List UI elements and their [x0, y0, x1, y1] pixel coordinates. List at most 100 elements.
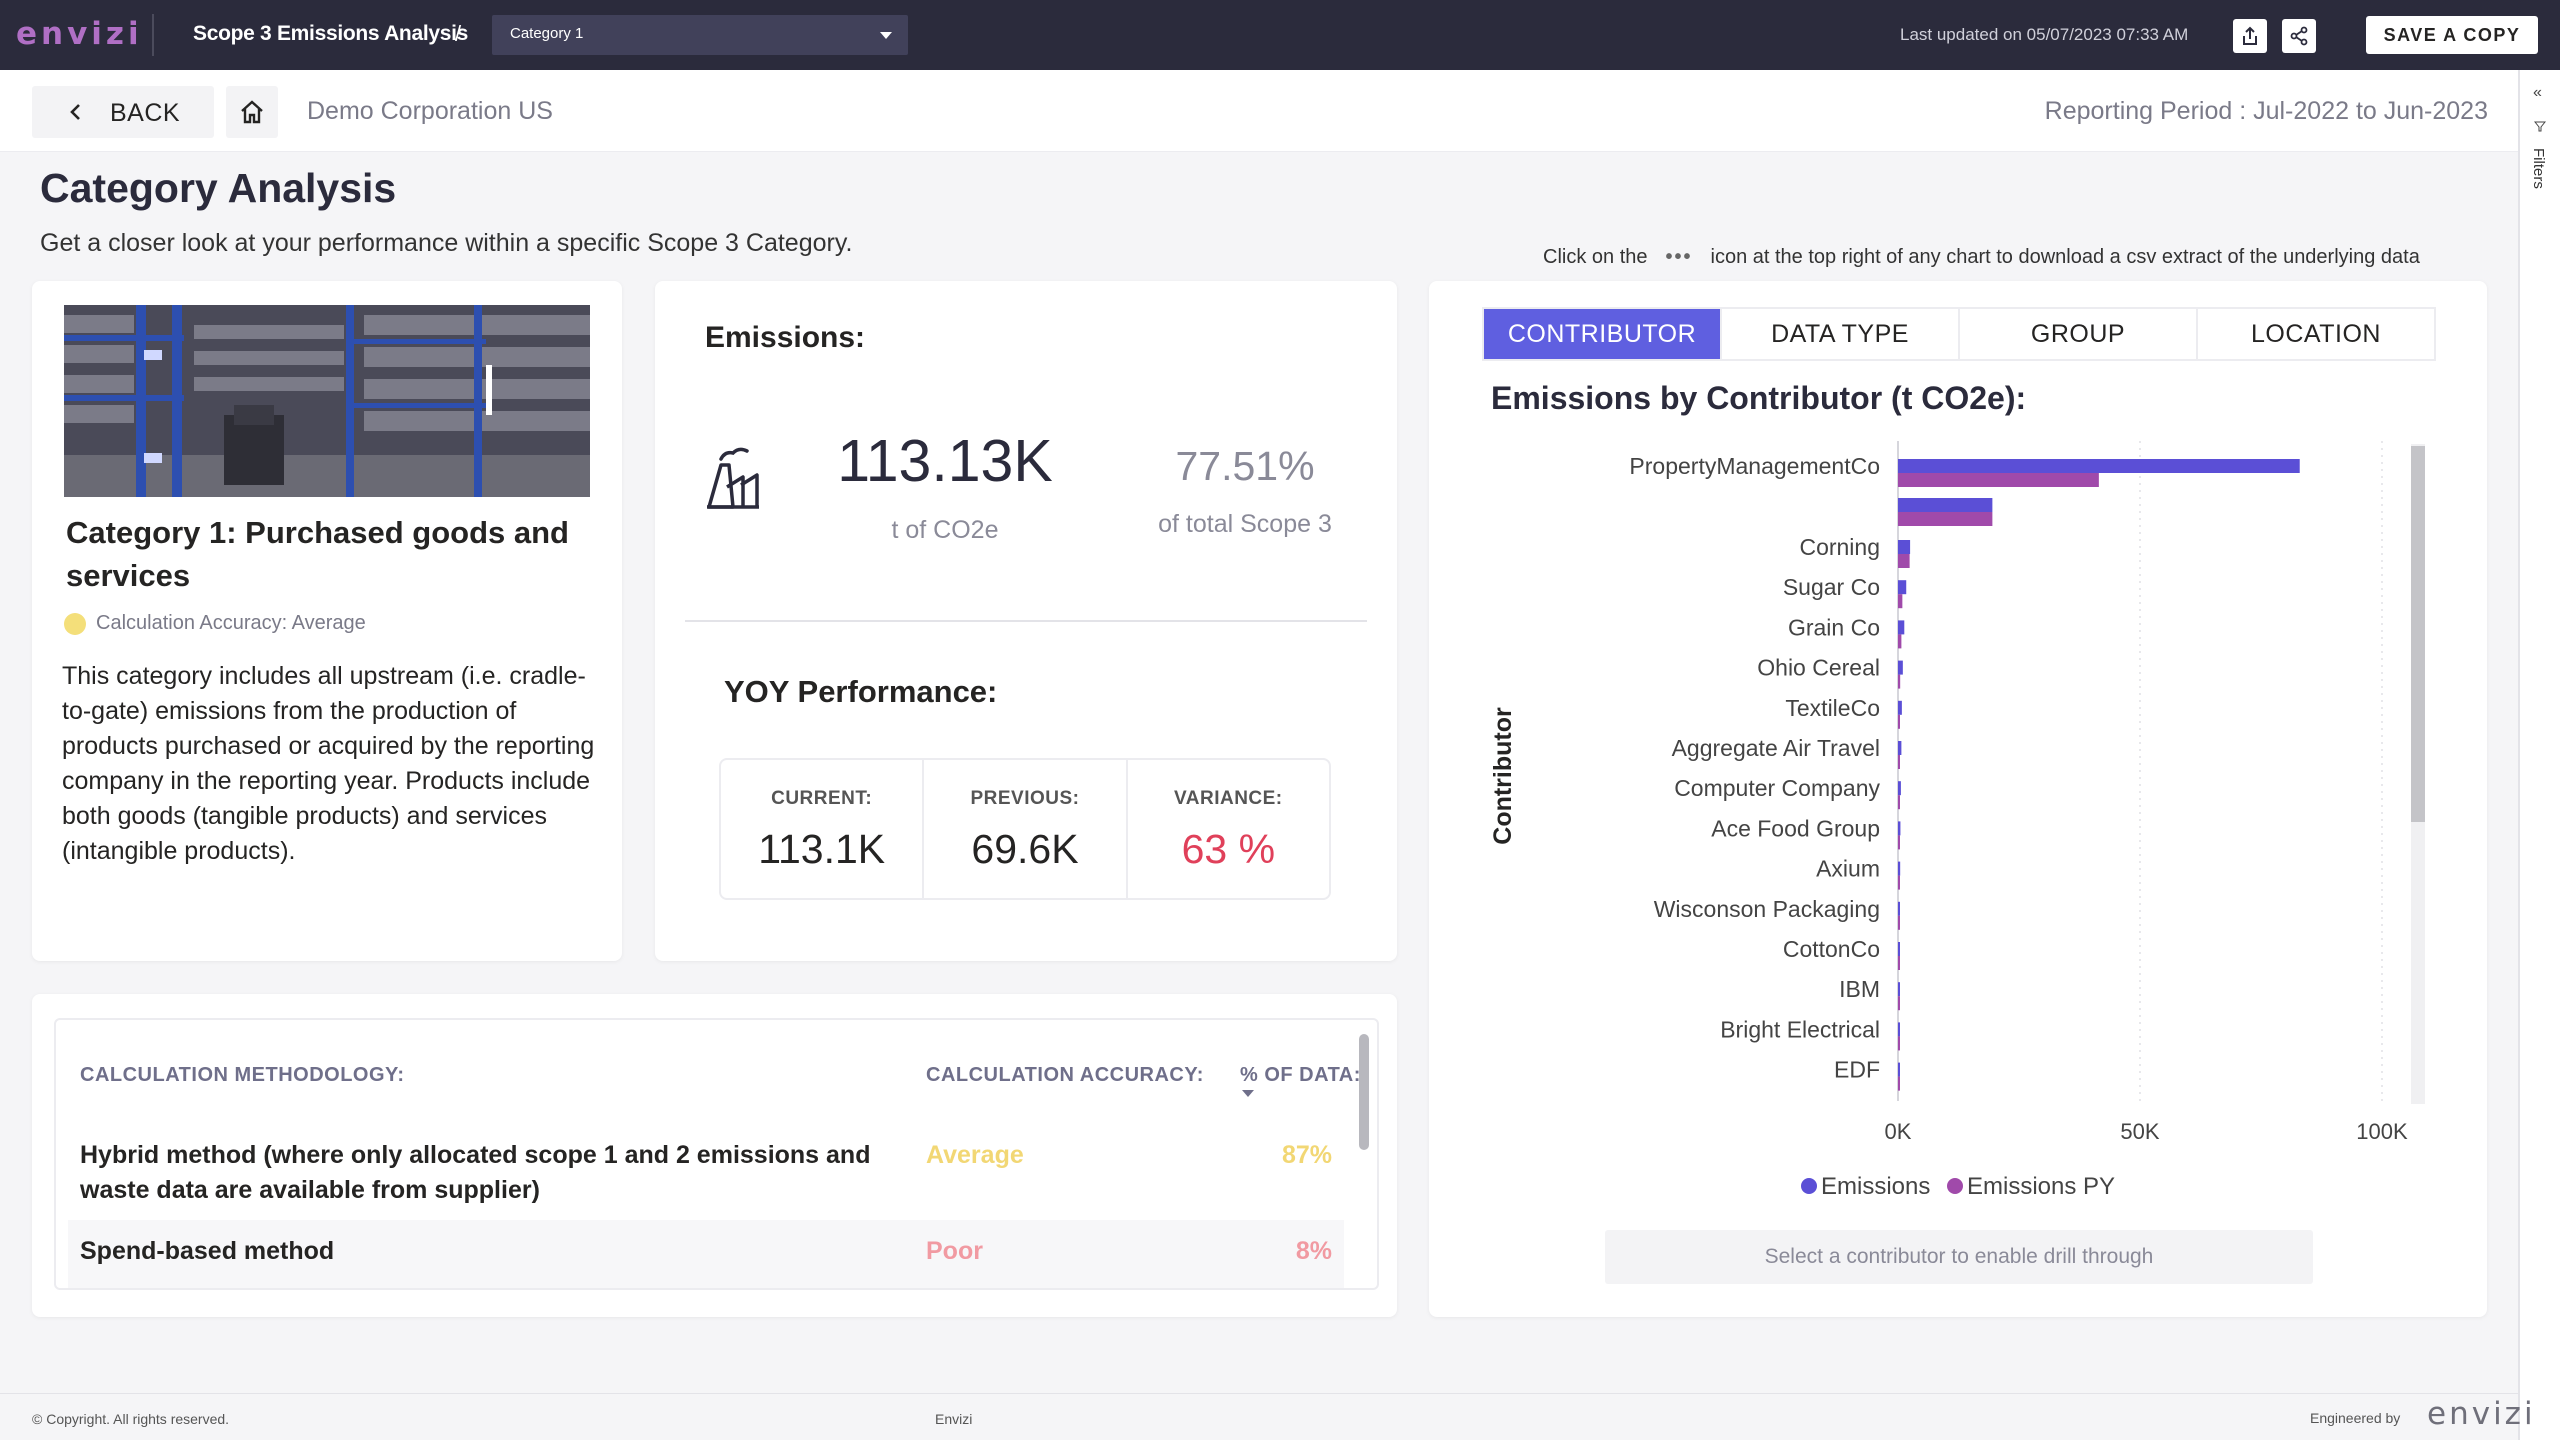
save-copy-button[interactable]: SAVE A COPY: [2366, 16, 2538, 54]
home-icon: [241, 100, 263, 124]
category-label: Ace Food Group: [1711, 815, 1880, 841]
warehouse-image: [64, 305, 590, 497]
category-label: CottonCo: [1783, 936, 1880, 962]
bar-emissions: [1898, 580, 1907, 595]
tab-data-type[interactable]: DATA TYPE: [1720, 309, 1958, 359]
sort-descending-icon[interactable]: [1242, 1090, 1254, 1097]
bar-emissions: [1898, 821, 1901, 836]
yoy-label: YOY Performance:: [724, 674, 998, 709]
share-button[interactable]: [2282, 19, 2316, 53]
bar-emissions: [1898, 620, 1905, 635]
bar-emissions-py: [1898, 1036, 1900, 1051]
bar-emissions-py: [1898, 755, 1900, 769]
bar-emissions-py: [1898, 594, 1903, 609]
method-accuracy: Average: [926, 1141, 1024, 1169]
method-percent: 87%: [1281, 1141, 1332, 1169]
csv-hint: Click on the ••• icon at the top right of …: [1543, 246, 2420, 269]
legend-label: Emissions: [1821, 1173, 1930, 1200]
accuracy-indicator-icon: [64, 612, 86, 635]
methodology-table: CALCULATION METHODOLOGY: CALCULATION ACC…: [54, 1018, 1379, 1290]
bar-emissions-py: [1898, 714, 1900, 729]
emissions-card: Emissions: 113.13K t of CO2e 77.51% of t…: [655, 281, 1397, 961]
yoy-previous-value: 69.6K: [971, 826, 1079, 872]
contributor-bar-chart: 0K 50K 100K Contributor PropertyManagementCo…: [1489, 441, 2425, 1200]
envizi-logo[interactable]: envizi: [16, 16, 143, 52]
emissions-percent-label: of total Scope 3: [1158, 510, 1332, 538]
table-scrollbar[interactable]: [1359, 1034, 1369, 1150]
back-button[interactable]: BACK: [32, 86, 214, 138]
bar-emissions: [1898, 1022, 1900, 1037]
bar-emissions-py: [1898, 996, 1900, 1011]
methodology-card: CALCULATION METHODOLOGY: CALCULATION ACC…: [32, 994, 1397, 1317]
app-title[interactable]: Scope 3 Emissions Analysis: [193, 22, 469, 45]
footer-brand: Envizi: [935, 1411, 973, 1427]
legend-swatch: [1947, 1178, 1963, 1194]
category-label: Aggregate Air Travel: [1672, 735, 1880, 761]
yoy-previous: PREVIOUS: 69.6K: [922, 760, 1125, 898]
filters-label[interactable]: Filters: [2530, 148, 2547, 189]
category-label: Bright Electrical: [1720, 1016, 1880, 1042]
category-dropdown[interactable]: Category 1: [492, 15, 908, 55]
yoy-variance-value: 63 %: [1181, 826, 1276, 872]
tab-contributor[interactable]: CONTRIBUTOR: [1484, 309, 1720, 359]
bar-emissions: [1898, 540, 1911, 554]
bar-emissions-py: [1898, 915, 1900, 930]
filters-pane[interactable]: « Filters: [2518, 70, 2560, 1440]
bar-emissions: [1898, 741, 1902, 755]
factory-emissions-icon: [707, 447, 759, 509]
breadcrumb-separator: /: [455, 21, 462, 46]
page-title: Category Analysis: [40, 165, 397, 211]
legend-swatch: [1801, 1178, 1817, 1194]
legend-label: Emissions PY: [1967, 1173, 2115, 1200]
category-label: Wisconson Packaging: [1654, 896, 1880, 922]
drill-through-button[interactable]: Select a contributor to enable drill thr…: [1605, 1230, 2313, 1284]
bar-emissions: [1898, 861, 1901, 876]
emissions-percent: 77.51%: [1175, 443, 1315, 489]
yoy-current-value: 113.1K: [758, 826, 886, 872]
tab-group[interactable]: GROUP: [1958, 309, 2196, 359]
method-name: Spend-based method: [80, 1237, 335, 1265]
last-updated-text: Last updated on 05/07/2023 07:33 AM: [1900, 25, 2189, 44]
topbar-divider: [152, 14, 154, 56]
category-label: Axium: [1816, 856, 1880, 882]
methodology-header: CALCULATION METHODOLOGY:: [80, 1064, 405, 1086]
category-label: Computer Company: [1674, 775, 1880, 801]
accuracy-header: CALCULATION ACCURACY:: [926, 1064, 1204, 1086]
category-label: Ohio Cereal: [1757, 655, 1880, 681]
bar-emissions-py: [1898, 634, 1902, 649]
yoy-previous-label: PREVIOUS:: [970, 788, 1080, 809]
bar-emissions: [1898, 660, 1903, 675]
funnel-icon: [2534, 121, 2546, 132]
copyright-text: © Copyright. All rights reserved.: [32, 1411, 230, 1427]
more-options-icon: •••: [1665, 246, 1693, 268]
bar-emissions: [1898, 459, 2300, 473]
yoy-variance: VARIANCE: 63 %: [1125, 760, 1329, 898]
bar-emissions-py: [1898, 875, 1900, 890]
back-label: BACK: [110, 99, 181, 127]
home-button[interactable]: [226, 86, 278, 138]
bar-emissions-py: [1898, 1076, 1900, 1091]
category-description: This category includes all upstream (i.e…: [62, 662, 595, 865]
csv-hint-after: icon at the top right of any chart to do…: [1710, 246, 2420, 268]
tab-location[interactable]: LOCATION: [2196, 309, 2434, 359]
category-card: Category 1: Purchased goods and services…: [32, 281, 622, 961]
sub-header: BACK Demo Corporation US Reporting Perio…: [0, 70, 2518, 152]
bar-emissions: [1898, 1062, 1900, 1077]
footer-divider: [0, 1393, 2518, 1394]
category-dropdown-value: Category 1: [510, 25, 584, 42]
table-row: Spend-based method Poor 8%: [68, 1220, 1344, 1288]
category-label: Corning: [1799, 534, 1880, 560]
footer-logo: envizi: [2427, 1396, 2536, 1432]
export-button[interactable]: [2233, 19, 2267, 53]
method-name: Hybrid method (where only allocated scop…: [80, 1141, 871, 1204]
engineered-by-text: Engineered by: [2310, 1410, 2401, 1426]
category-title: Category 1: Purchased goods and services: [66, 515, 569, 593]
chevron-down-icon: [880, 32, 892, 39]
chevron-left-icon[interactable]: «: [2533, 84, 2542, 101]
reporting-period: Reporting Period : Jul-2022 to Jun-2023: [2044, 97, 2488, 125]
percent-header[interactable]: % OF DATA:: [1240, 1064, 1361, 1086]
category-label: Grain Co: [1788, 614, 1880, 640]
emissions-value: 113.13K: [837, 428, 1053, 494]
method-percent: 8%: [1295, 1237, 1332, 1265]
yoy-table: CURRENT: 113.1K PREVIOUS: 69.6K VARIANCE…: [719, 758, 1331, 900]
